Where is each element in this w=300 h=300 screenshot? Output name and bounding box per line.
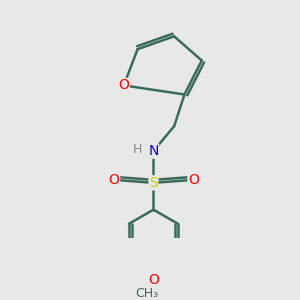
Text: N: N: [148, 144, 159, 158]
Text: O: O: [188, 173, 199, 187]
Text: S: S: [149, 176, 158, 190]
Text: H: H: [133, 143, 142, 156]
Text: O: O: [148, 273, 159, 287]
Text: O: O: [109, 173, 120, 187]
Text: CH₃: CH₃: [136, 287, 159, 300]
Text: O: O: [118, 78, 129, 92]
